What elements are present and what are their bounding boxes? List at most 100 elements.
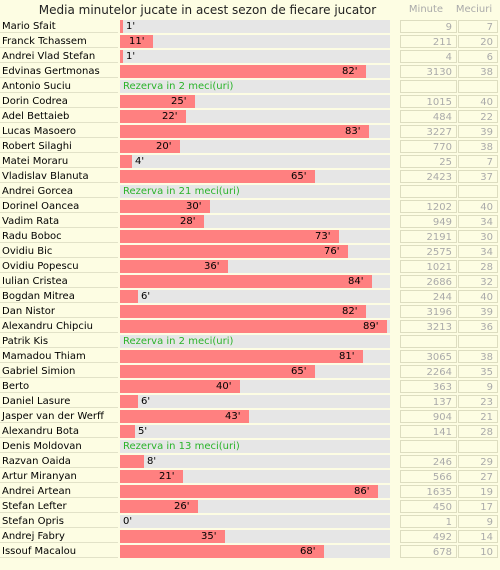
total-minutes-cell: 566 [400, 470, 457, 483]
matches-cell: 7 [458, 155, 498, 168]
player-row: Issouf Macalou 68' 678 10 [0, 545, 500, 560]
avg-minutes-label: 83' [345, 126, 361, 137]
avg-minutes-label: 40' [216, 381, 232, 392]
matches-cell: 38 [458, 140, 498, 153]
minutes-bar-track: Rezerva in 2 meci(uri) [120, 335, 390, 348]
player-row: Adel Bettaieb 22' 484 22 [0, 110, 500, 125]
matches-cell: 9 [458, 380, 498, 393]
total-minutes-cell: 770 [400, 140, 457, 153]
player-row: Antonio Suciu Rezerva in 2 meci(uri) [0, 80, 500, 95]
minutes-bar-track: 8' [120, 455, 390, 468]
player-row: Franck Tchassem 11' 211 20 [0, 35, 500, 50]
minutes-bar-track: Rezerva in 21 meci(uri) [120, 185, 390, 198]
minutes-bar [120, 320, 387, 333]
matches-cell: 36 [458, 320, 498, 333]
reserve-status: Rezerva in 2 meci(uri) [123, 81, 234, 92]
avg-minutes-label: 28' [180, 216, 196, 227]
matches-cell: 9 [458, 515, 498, 528]
total-minutes-cell [400, 440, 457, 453]
player-row: Jasper van der Werff 43' 904 21 [0, 410, 500, 425]
minutes-bar-track: 82' [120, 65, 390, 78]
matches-cell: 23 [458, 395, 498, 408]
avg-minutes-label: 35' [201, 531, 217, 542]
player-name: Razvan Oaida [0, 455, 118, 468]
matches-cell: 32 [458, 275, 498, 288]
matches-cell: 6 [458, 50, 498, 63]
minutes-bar [120, 305, 366, 318]
minutes-bar [120, 485, 378, 498]
avg-minutes-label: 0' [123, 516, 133, 527]
minutes-bar-track: 22' [120, 110, 390, 123]
matches-cell: 39 [458, 305, 498, 318]
player-name: Mario Sfait [0, 20, 118, 33]
player-row: Andrej Fabry 35' 492 14 [0, 530, 500, 545]
player-name: Robert Silaghi [0, 140, 118, 153]
avg-minutes-label: 1' [126, 51, 136, 62]
total-minutes-cell: 2686 [400, 275, 457, 288]
player-name: Alexandru Bota [0, 425, 118, 438]
matches-cell: 38 [458, 65, 498, 78]
player-name: Daniel Lasure [0, 395, 118, 408]
minutes-bar [120, 395, 138, 408]
total-minutes-cell: 3227 [400, 125, 457, 138]
player-name: Stefan Opris [0, 515, 118, 528]
player-row: Artur Miranyan 21' 566 27 [0, 470, 500, 485]
total-minutes-cell: 3213 [400, 320, 457, 333]
avg-minutes-label: 22' [162, 111, 178, 122]
matches-cell: 10 [458, 545, 498, 558]
matches-cell [458, 80, 498, 93]
minutes-bar-track: 65' [120, 365, 390, 378]
minutes-bar [120, 245, 348, 258]
total-minutes-cell: 2191 [400, 230, 457, 243]
minutes-bar [120, 110, 186, 123]
total-minutes-cell: 1635 [400, 485, 457, 498]
minutes-bar [120, 140, 180, 153]
avg-minutes-label: 73' [315, 231, 331, 242]
minutes-bar [120, 260, 228, 273]
minutes-bar [120, 20, 123, 33]
minutes-bar-track: 83' [120, 125, 390, 138]
player-name: Bogdan Mitrea [0, 290, 118, 303]
player-row: Alexandru Bota 5' 141 28 [0, 425, 500, 440]
minutes-bar [120, 200, 210, 213]
minutes-bar [120, 530, 225, 543]
minutes-bar [120, 65, 366, 78]
player-row: Mario Sfait 1' 9 7 [0, 20, 500, 35]
avg-minutes-label: 68' [300, 546, 316, 557]
total-minutes-cell: 2423 [400, 170, 457, 183]
avg-minutes-label: 11' [129, 36, 145, 47]
minutes-bar-track: 73' [120, 230, 390, 243]
minutes-bar-track: 36' [120, 260, 390, 273]
minutes-bar [120, 425, 135, 438]
reserve-status: Rezerva in 2 meci(uri) [123, 336, 234, 347]
player-row: Razvan Oaida 8' 246 29 [0, 455, 500, 470]
player-row: Dorinel Oancea 30' 1202 40 [0, 200, 500, 215]
minutes-bar [120, 275, 372, 288]
matches-cell: 34 [458, 245, 498, 258]
minutes-bar-track: 20' [120, 140, 390, 153]
total-minutes-cell: 678 [400, 545, 457, 558]
minutes-bar-track: 25' [120, 95, 390, 108]
player-row: Daniel Lasure 6' 137 23 [0, 395, 500, 410]
minutes-bar-track: 43' [120, 410, 390, 423]
player-name: Adel Bettaieb [0, 110, 118, 123]
minutes-bar-track: 6' [120, 290, 390, 303]
minutes-bar [120, 125, 369, 138]
total-minutes-cell: 211 [400, 35, 457, 48]
player-row: Lucas Masoero 83' 3227 39 [0, 125, 500, 140]
avg-minutes-label: 5' [138, 426, 148, 437]
total-minutes-cell: 25 [400, 155, 457, 168]
total-minutes-cell: 244 [400, 290, 457, 303]
minutes-bar [120, 410, 249, 423]
minutes-bar-track: 35' [120, 530, 390, 543]
avg-minutes-label: 25' [171, 96, 187, 107]
minutes-bar-track: 0' [120, 515, 390, 528]
avg-minutes-label: 6' [141, 396, 151, 407]
player-row: Mamadou Thiam 81' 3065 38 [0, 350, 500, 365]
player-name: Iulian Cristea [0, 275, 118, 288]
player-row: Bogdan Mitrea 6' 244 40 [0, 290, 500, 305]
minutes-bar-track: 21' [120, 470, 390, 483]
minutes-bar [120, 380, 240, 393]
player-row: Robert Silaghi 20' 770 38 [0, 140, 500, 155]
minutes-bar-track: 4' [120, 155, 390, 168]
